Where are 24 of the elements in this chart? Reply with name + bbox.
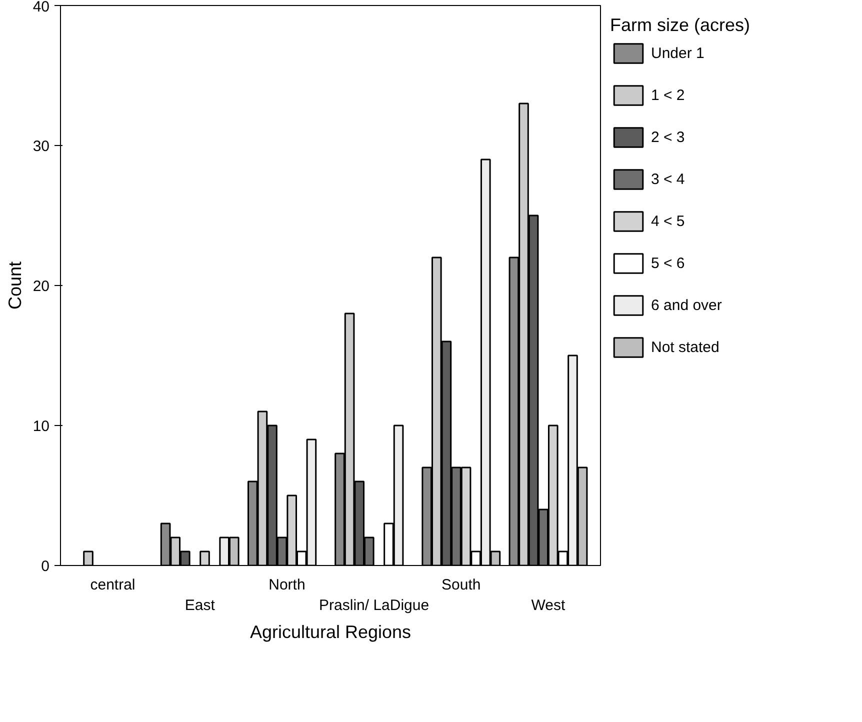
x-tick-label: South — [442, 576, 481, 594]
y-tick-label: 10 — [32, 418, 50, 435]
y-tick-label: 0 — [41, 558, 50, 575]
x-tick-label: East — [184, 596, 216, 614]
x-tick-label: central — [90, 576, 136, 594]
y-tick-label: 30 — [32, 138, 50, 155]
legend-label: 1 < 2 — [651, 86, 685, 104]
y-tick-label: 40 — [32, 0, 50, 16]
x-tick-label: West — [531, 596, 566, 614]
x-tick-label: Praslin/ LaDigue — [319, 596, 430, 614]
y-tick-label: 20 — [32, 278, 50, 295]
legend-label: Not stated — [651, 338, 720, 356]
legend-label: 2 < 3 — [651, 128, 685, 146]
legend-label: 4 < 5 — [651, 212, 685, 230]
bar — [83, 550, 94, 566]
y-axis-title: Count — [4, 261, 25, 310]
x-tick-label: North — [268, 576, 306, 594]
bar — [200, 550, 210, 566]
legend-label: 5 < 6 — [651, 254, 685, 272]
legend-label: 3 < 4 — [651, 170, 685, 188]
legend-label: 6 and over — [651, 296, 722, 314]
legend-title: Farm size (acres) — [610, 15, 750, 36]
x-axis-title: Agricultural Regions — [250, 622, 412, 642]
legend-label: Under 1 — [651, 44, 704, 62]
